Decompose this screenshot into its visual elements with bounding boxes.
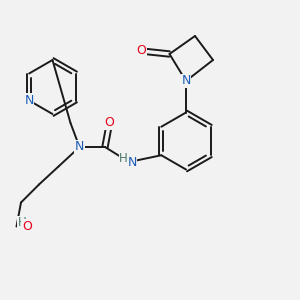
Text: N: N — [181, 74, 191, 88]
Text: N: N — [24, 94, 34, 107]
Text: O: O — [22, 220, 32, 233]
Text: H: H — [17, 216, 26, 230]
Text: N: N — [127, 155, 137, 169]
Text: H: H — [119, 152, 128, 165]
Text: O: O — [105, 116, 114, 130]
Text: O: O — [136, 44, 146, 58]
Text: N: N — [75, 140, 84, 154]
